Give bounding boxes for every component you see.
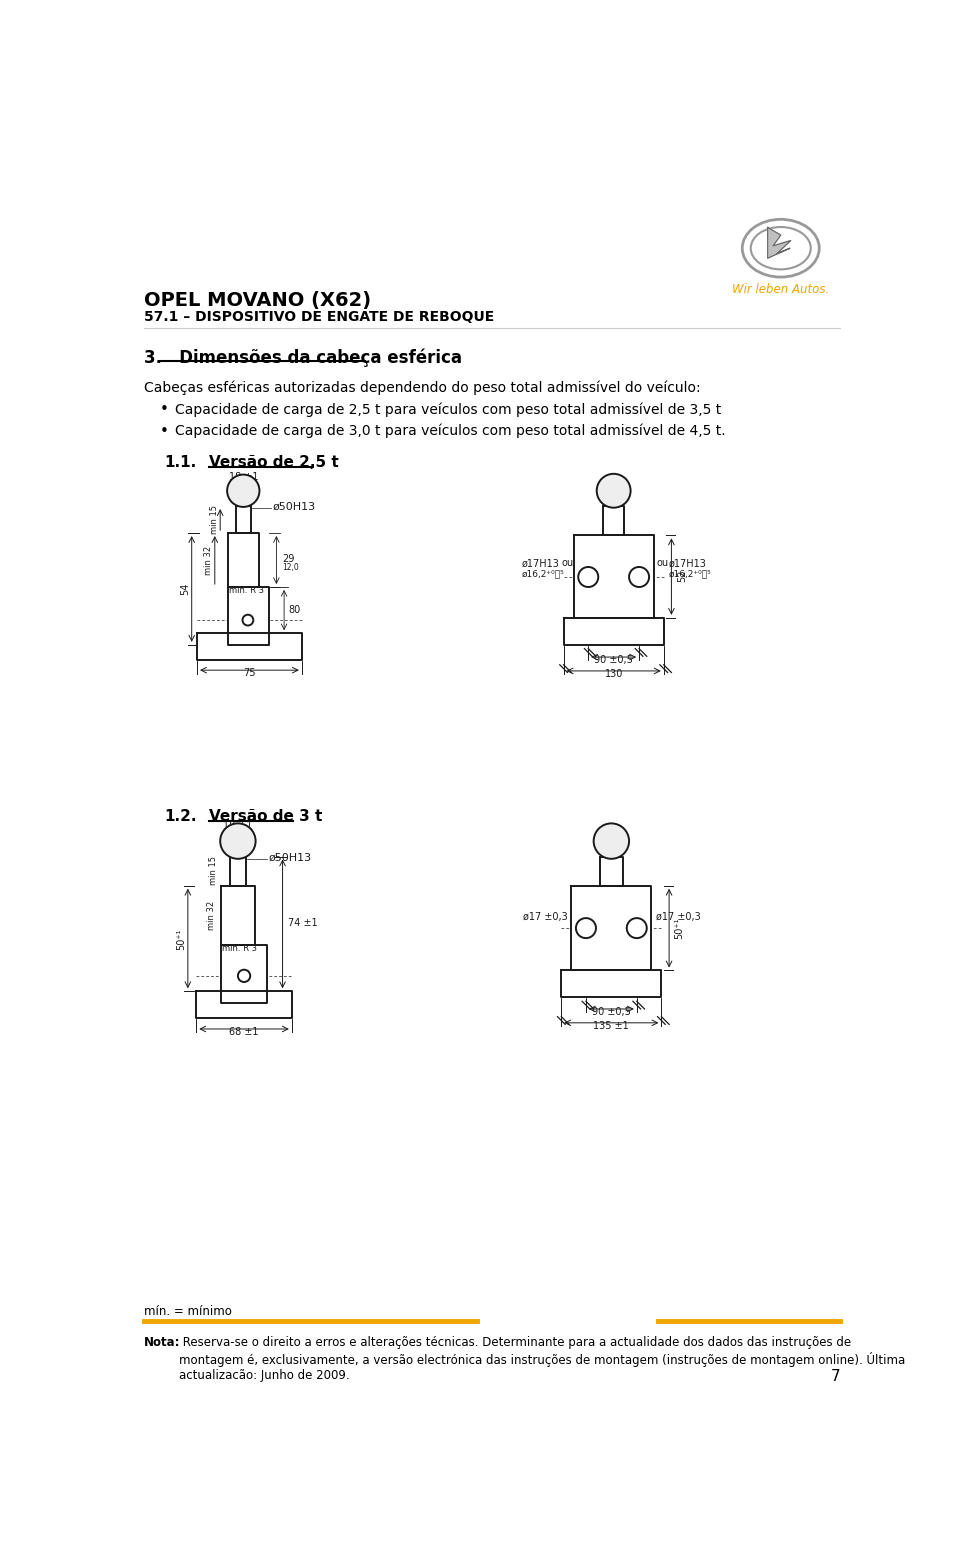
Text: min 32: min 32: [204, 546, 213, 575]
Polygon shape: [228, 586, 269, 645]
Circle shape: [629, 568, 649, 586]
Text: 12,0: 12,0: [282, 563, 299, 572]
Text: 80: 80: [288, 605, 300, 616]
Polygon shape: [221, 886, 254, 945]
Text: 90 ±0,5: 90 ±0,5: [592, 1008, 631, 1017]
Text: OPEL MOVANO (X62): OPEL MOVANO (X62): [144, 291, 372, 309]
Text: 52: 52: [677, 571, 686, 583]
Text: •: •: [159, 403, 168, 417]
Circle shape: [238, 970, 251, 983]
Text: •: •: [159, 425, 168, 439]
Text: ø17H13: ø17H13: [669, 558, 707, 568]
Polygon shape: [571, 886, 652, 970]
Text: Capacidade de carga de 3,0 t para veículos com peso total admissível de 4,5 t.: Capacidade de carga de 3,0 t para veícul…: [175, 425, 726, 439]
Polygon shape: [564, 617, 663, 645]
Text: min. R 3: min. R 3: [223, 944, 257, 953]
Text: 74 ±1: 74 ±1: [288, 919, 318, 928]
Text: 54: 54: [180, 583, 190, 594]
Text: min 15: min 15: [210, 505, 219, 533]
Polygon shape: [574, 535, 654, 617]
Text: ø16,2⁺⁰ⰺ⁵: ø16,2⁺⁰ⰺ⁵: [669, 569, 712, 578]
Text: ou: ou: [562, 558, 573, 568]
Text: Versão de 2,5 t: Versão de 2,5 t: [208, 454, 338, 470]
Circle shape: [576, 917, 596, 938]
Text: min 15: min 15: [208, 855, 218, 885]
Circle shape: [228, 474, 259, 507]
Text: ø17H13: ø17H13: [521, 558, 559, 568]
Text: Capacidade de carga de 2,5 t para veículos com peso total admissível de 3,5 t: Capacidade de carga de 2,5 t para veícul…: [175, 403, 721, 417]
Circle shape: [578, 568, 598, 586]
Text: mín. = mínimo: mín. = mínimo: [144, 1305, 231, 1317]
Circle shape: [243, 614, 253, 625]
Text: 18 ±1: 18 ±1: [228, 473, 258, 482]
Text: 50⁺¹: 50⁺¹: [675, 917, 684, 939]
Text: 1.2.: 1.2.: [165, 809, 197, 824]
Text: ø16,2⁺⁰ⰺ⁵: ø16,2⁺⁰ⰺ⁵: [521, 569, 564, 578]
Text: 7: 7: [830, 1368, 840, 1384]
Text: 1.1.: 1.1.: [165, 454, 197, 470]
Polygon shape: [197, 633, 301, 661]
Text: Nota:: Nota:: [144, 1336, 180, 1350]
Text: 57.1 – DISPOSITIVO DE ENGATE DE REBOQUE: 57.1 – DISPOSITIVO DE ENGATE DE REBOQUE: [144, 309, 494, 323]
Text: 75: 75: [243, 669, 255, 678]
Text: ou: ou: [657, 558, 669, 568]
Polygon shape: [230, 857, 246, 886]
Text: 18 ±1: 18 ±1: [223, 821, 252, 830]
Text: Cabeças esféricas autorizadas dependendo do peso total admissível do veículo:: Cabeças esféricas autorizadas dependendo…: [144, 381, 701, 395]
Polygon shape: [235, 505, 251, 533]
Circle shape: [593, 824, 629, 858]
Polygon shape: [600, 857, 623, 886]
Text: ø17 ±0,3: ø17 ±0,3: [656, 911, 701, 922]
Text: 50⁺¹: 50⁺¹: [176, 928, 186, 950]
Polygon shape: [562, 970, 661, 997]
Text: 130: 130: [605, 669, 623, 680]
Circle shape: [220, 824, 255, 858]
Text: 135 ±1: 135 ±1: [593, 1022, 629, 1031]
Text: 68 ±1: 68 ±1: [229, 1028, 259, 1037]
Text: min 32: min 32: [207, 900, 216, 930]
Text: min. R 3: min. R 3: [229, 586, 264, 596]
Text: ø50H13: ø50H13: [273, 502, 316, 512]
Text: 3.   Dimensões da cabeça esférica: 3. Dimensões da cabeça esférica: [144, 348, 462, 367]
Polygon shape: [228, 533, 258, 586]
Circle shape: [597, 474, 631, 507]
Text: 90 ±0,5: 90 ±0,5: [594, 655, 633, 666]
Circle shape: [627, 917, 647, 938]
Text: Versão de 3 t: Versão de 3 t: [208, 809, 322, 824]
Text: Wir leben Autos.: Wir leben Autos.: [732, 283, 829, 295]
Polygon shape: [768, 227, 791, 258]
Text: ø50H13: ø50H13: [269, 852, 312, 863]
Polygon shape: [603, 505, 624, 535]
Text: 29: 29: [282, 554, 294, 563]
Text: Reserva-se o direito a erros e alterações técnicas. Determinante para a actualid: Reserva-se o direito a erros e alteraçõe…: [180, 1336, 905, 1381]
Polygon shape: [196, 991, 292, 1019]
Text: ø17 ±0,3: ø17 ±0,3: [523, 911, 567, 922]
Polygon shape: [221, 945, 267, 1003]
